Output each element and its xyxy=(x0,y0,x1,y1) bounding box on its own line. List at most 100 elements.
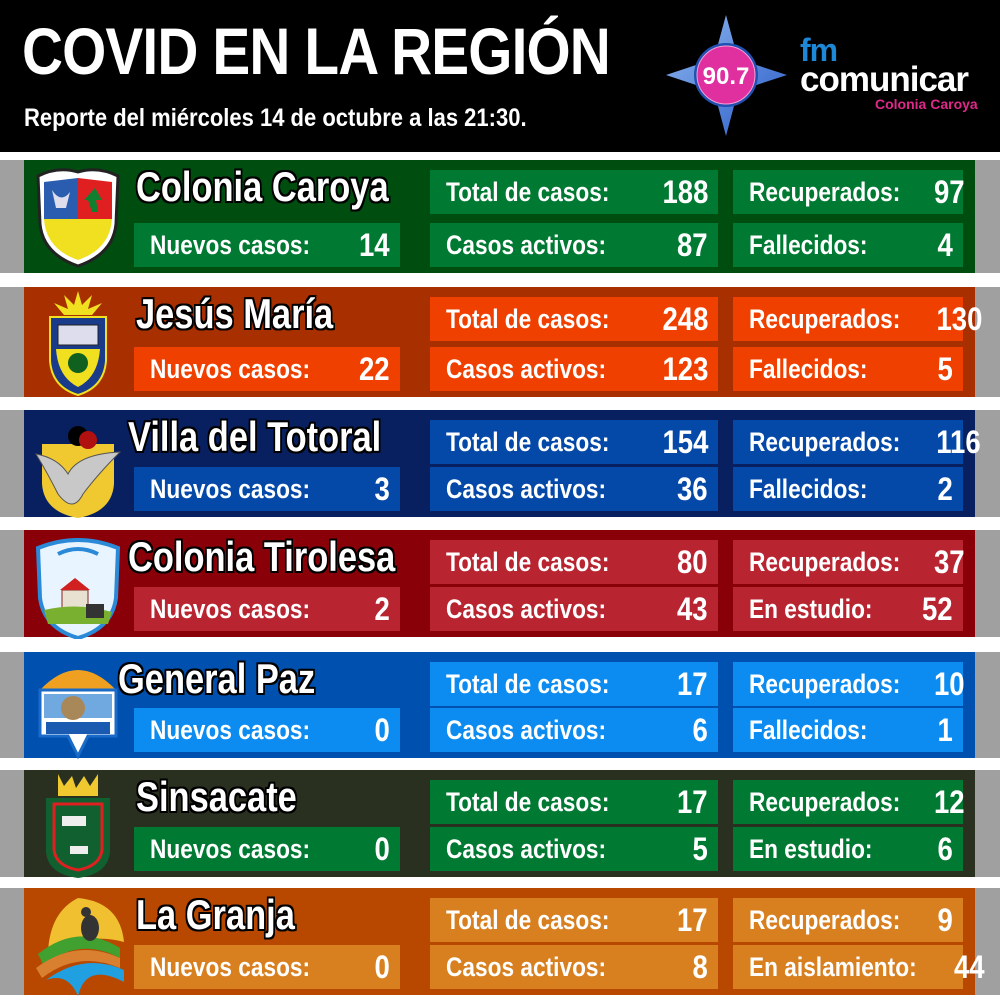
active-cases-label: Casos activos: xyxy=(446,951,607,982)
recovered-value: 97 xyxy=(934,173,965,210)
recovered-box: Recuperados: 97 xyxy=(733,170,965,214)
town-name: La Granja xyxy=(136,891,295,938)
recovered-label: Recuperados: xyxy=(749,176,901,207)
new-cases-value: 2 xyxy=(374,590,390,627)
svg-text:90.7: 90.7 xyxy=(703,63,750,90)
total-cases-label: Total de casos: xyxy=(446,904,610,935)
recovered-box: Recuperados: 9 xyxy=(733,898,963,942)
recovered-label: Recuperados: xyxy=(749,904,901,935)
extra-stat-box: En aislamiento: 44 xyxy=(733,945,984,989)
new-cases-value: 0 xyxy=(374,711,390,748)
recovered-label: Recuperados: xyxy=(749,668,901,699)
new-cases-box: Nuevos casos: 22 xyxy=(134,347,400,391)
la-granja-crest-icon xyxy=(36,898,124,996)
recovered-value: 130 xyxy=(936,300,983,337)
town-name: Jesús María xyxy=(136,290,334,337)
new-cases-value: 0 xyxy=(374,948,390,985)
recovered-label: Recuperados: xyxy=(749,546,901,577)
extra-stat-value: 1 xyxy=(937,711,953,748)
extra-stat-value: 4 xyxy=(937,226,953,263)
active-cases-label: Casos activos: xyxy=(446,473,607,504)
recovered-label: Recuperados: xyxy=(749,303,901,334)
new-cases-box: Nuevos casos: 2 xyxy=(134,587,400,631)
total-cases-label: Total de casos: xyxy=(446,668,610,699)
town-name: Colonia Tirolesa xyxy=(128,533,396,580)
extra-stat-box: Fallecidos: 1 xyxy=(733,708,963,752)
town-name: Villa del Totoral xyxy=(128,413,382,460)
general-paz-crest-icon xyxy=(38,670,118,760)
new-cases-value: 14 xyxy=(359,226,390,263)
recovered-value: 116 xyxy=(936,423,981,460)
town-panel: La Granja Nuevos casos: 0 Total de casos:… xyxy=(24,888,984,996)
extra-stat-box: En estudio: 6 xyxy=(733,827,963,871)
new-cases-label: Nuevos casos: xyxy=(150,714,311,745)
total-cases-box: Total de casos: 17 xyxy=(430,898,718,942)
active-cases-value: 5 xyxy=(692,830,708,867)
colonia-tirolesa-crest-icon xyxy=(35,538,121,639)
new-cases-value: 0 xyxy=(374,830,390,867)
new-cases-label: Nuevos casos: xyxy=(150,353,311,384)
total-cases-box: Total de casos: 80 xyxy=(430,540,718,584)
total-cases-label: Total de casos: xyxy=(446,786,610,817)
extra-stat-box: En estudio: 52 xyxy=(733,587,963,631)
town-band-1: Colonia Caroya Nuevos casos: 14 Total de … xyxy=(0,160,1000,273)
recovered-box: Recuperados: 37 xyxy=(733,540,965,584)
new-cases-value: 22 xyxy=(359,350,390,387)
page-title: COVID EN LA REGIÓN xyxy=(22,14,611,88)
total-cases-value: 154 xyxy=(662,423,708,460)
new-cases-label: Nuevos casos: xyxy=(150,833,311,864)
radio-star-logo-icon: 90.7 xyxy=(666,15,787,136)
radio-logo-text: fm comunicar Colonia Caroya xyxy=(800,32,978,112)
extra-stat-value: 6 xyxy=(937,830,953,867)
logo-location: Colonia Caroya xyxy=(875,96,978,112)
total-cases-box: Total de casos: 154 xyxy=(430,420,718,464)
total-cases-value: 188 xyxy=(662,173,708,210)
extra-stat-box: Fallecidos: 2 xyxy=(733,467,963,511)
active-cases-box: Casos activos: 123 xyxy=(430,347,718,391)
recovered-label: Recuperados: xyxy=(749,786,901,817)
total-cases-box: Total de casos: 248 xyxy=(430,297,718,341)
active-cases-box: Casos activos: 5 xyxy=(430,827,718,871)
town-panel: Colonia Caroya Nuevos casos: 14 Total de … xyxy=(24,160,975,273)
new-cases-box: Nuevos casos: 3 xyxy=(134,467,400,511)
town-panel: Villa del Totoral Nuevos casos: 3 Total d… xyxy=(24,410,981,518)
logo-brand: comunicar xyxy=(800,60,969,99)
active-cases-label: Casos activos: xyxy=(446,229,607,260)
new-cases-box: Nuevos casos: 14 xyxy=(134,223,400,267)
active-cases-box: Casos activos: 87 xyxy=(430,223,718,267)
active-cases-value: 123 xyxy=(662,350,708,387)
extra-stat-label: En estudio: xyxy=(749,593,873,624)
town-band-7: La Granja Nuevos casos: 0 Total de casos:… xyxy=(0,888,1000,996)
extra-stat-label: En estudio: xyxy=(749,833,873,864)
town-band-3: Villa del Totoral Nuevos casos: 3 Total d… xyxy=(0,410,1000,518)
active-cases-label: Casos activos: xyxy=(446,714,607,745)
town-panel: Jesús María Nuevos casos: 22 Total de cas… xyxy=(24,287,982,397)
new-cases-box: Nuevos casos: 0 xyxy=(134,945,400,989)
total-cases-value: 17 xyxy=(677,783,708,820)
town-panel: General Paz Nuevos casos: 0 Total de caso… xyxy=(24,652,975,760)
town-name: Colonia Caroya xyxy=(136,163,389,210)
active-cases-box: Casos activos: 8 xyxy=(430,945,718,989)
logo-fm: fm xyxy=(800,32,838,68)
extra-stat-box: Fallecidos: 5 xyxy=(733,347,963,391)
town-band-6: Sinsacate Nuevos casos: 0 Total de casos:… xyxy=(0,770,1000,878)
total-cases-value: 248 xyxy=(662,300,708,337)
total-cases-label: Total de casos: xyxy=(446,303,610,334)
total-cases-value: 17 xyxy=(677,665,708,702)
town-band-5: General Paz Nuevos casos: 0 Total de caso… xyxy=(0,652,1000,760)
new-cases-value: 3 xyxy=(374,470,390,507)
new-cases-label: Nuevos casos: xyxy=(150,229,311,260)
new-cases-label: Nuevos casos: xyxy=(150,593,311,624)
active-cases-box: Casos activos: 6 xyxy=(430,708,718,752)
extra-stat-label: Fallecidos: xyxy=(749,714,868,745)
town-band-2: Jesús María Nuevos casos: 22 Total de cas… xyxy=(0,287,1000,397)
recovered-value: 12 xyxy=(934,783,965,820)
extra-stat-value: 2 xyxy=(937,470,953,507)
recovered-label: Recuperados: xyxy=(749,426,901,457)
total-cases-box: Total de casos: 17 xyxy=(430,780,718,824)
active-cases-value: 36 xyxy=(677,470,708,507)
extra-stat-value: 5 xyxy=(937,350,953,387)
active-cases-label: Casos activos: xyxy=(446,353,607,384)
extra-stat-label: Fallecidos: xyxy=(749,353,868,384)
new-cases-box: Nuevos casos: 0 xyxy=(134,708,400,752)
